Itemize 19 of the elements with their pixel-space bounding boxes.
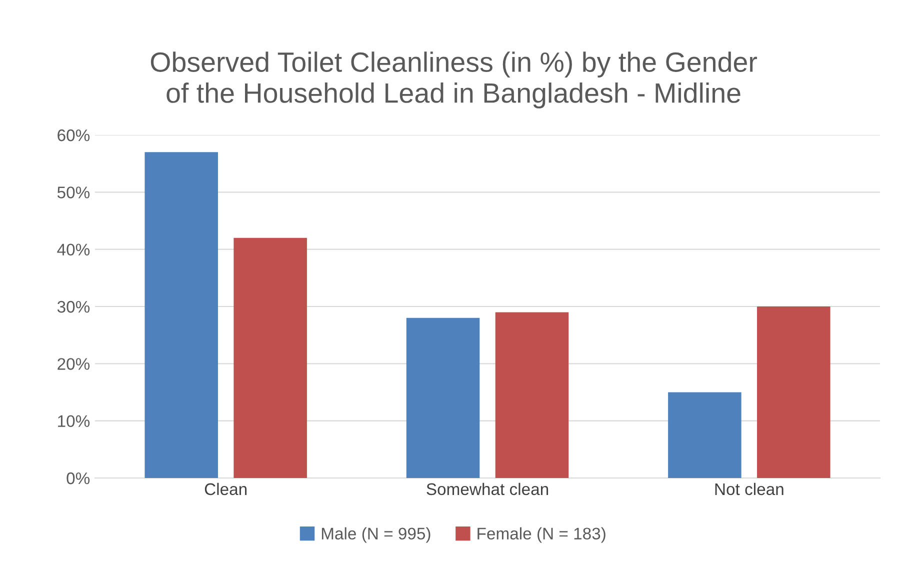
x-tick-label: Somewhat clean <box>426 482 548 496</box>
legend-label: Male (N = 995) <box>322 527 430 543</box>
bar <box>668 392 742 478</box>
bar <box>144 152 218 478</box>
y-tick-label: 40% <box>57 244 90 256</box>
bar <box>757 306 830 478</box>
y-tick-label: 30% <box>57 300 90 313</box>
legend-label: Female (N = 183) <box>478 527 606 543</box>
y-tick-label: 50% <box>57 186 90 198</box>
y-tick-label: 10% <box>58 415 90 428</box>
bar <box>234 238 307 478</box>
y-tick-label: 20% <box>58 358 90 370</box>
bar <box>495 312 569 478</box>
y-tick-label: 60% <box>58 129 90 142</box>
x-tick-label: Clean <box>204 482 247 496</box>
chart-title: Observed Toilet Cleanliness (in %) by the Gender of the Household Lead in Bangladesh - Midline <box>150 52 757 108</box>
x-tick-label: Not clean <box>715 482 784 496</box>
y-tick-label: 0% <box>66 472 90 484</box>
bar <box>406 318 480 478</box>
